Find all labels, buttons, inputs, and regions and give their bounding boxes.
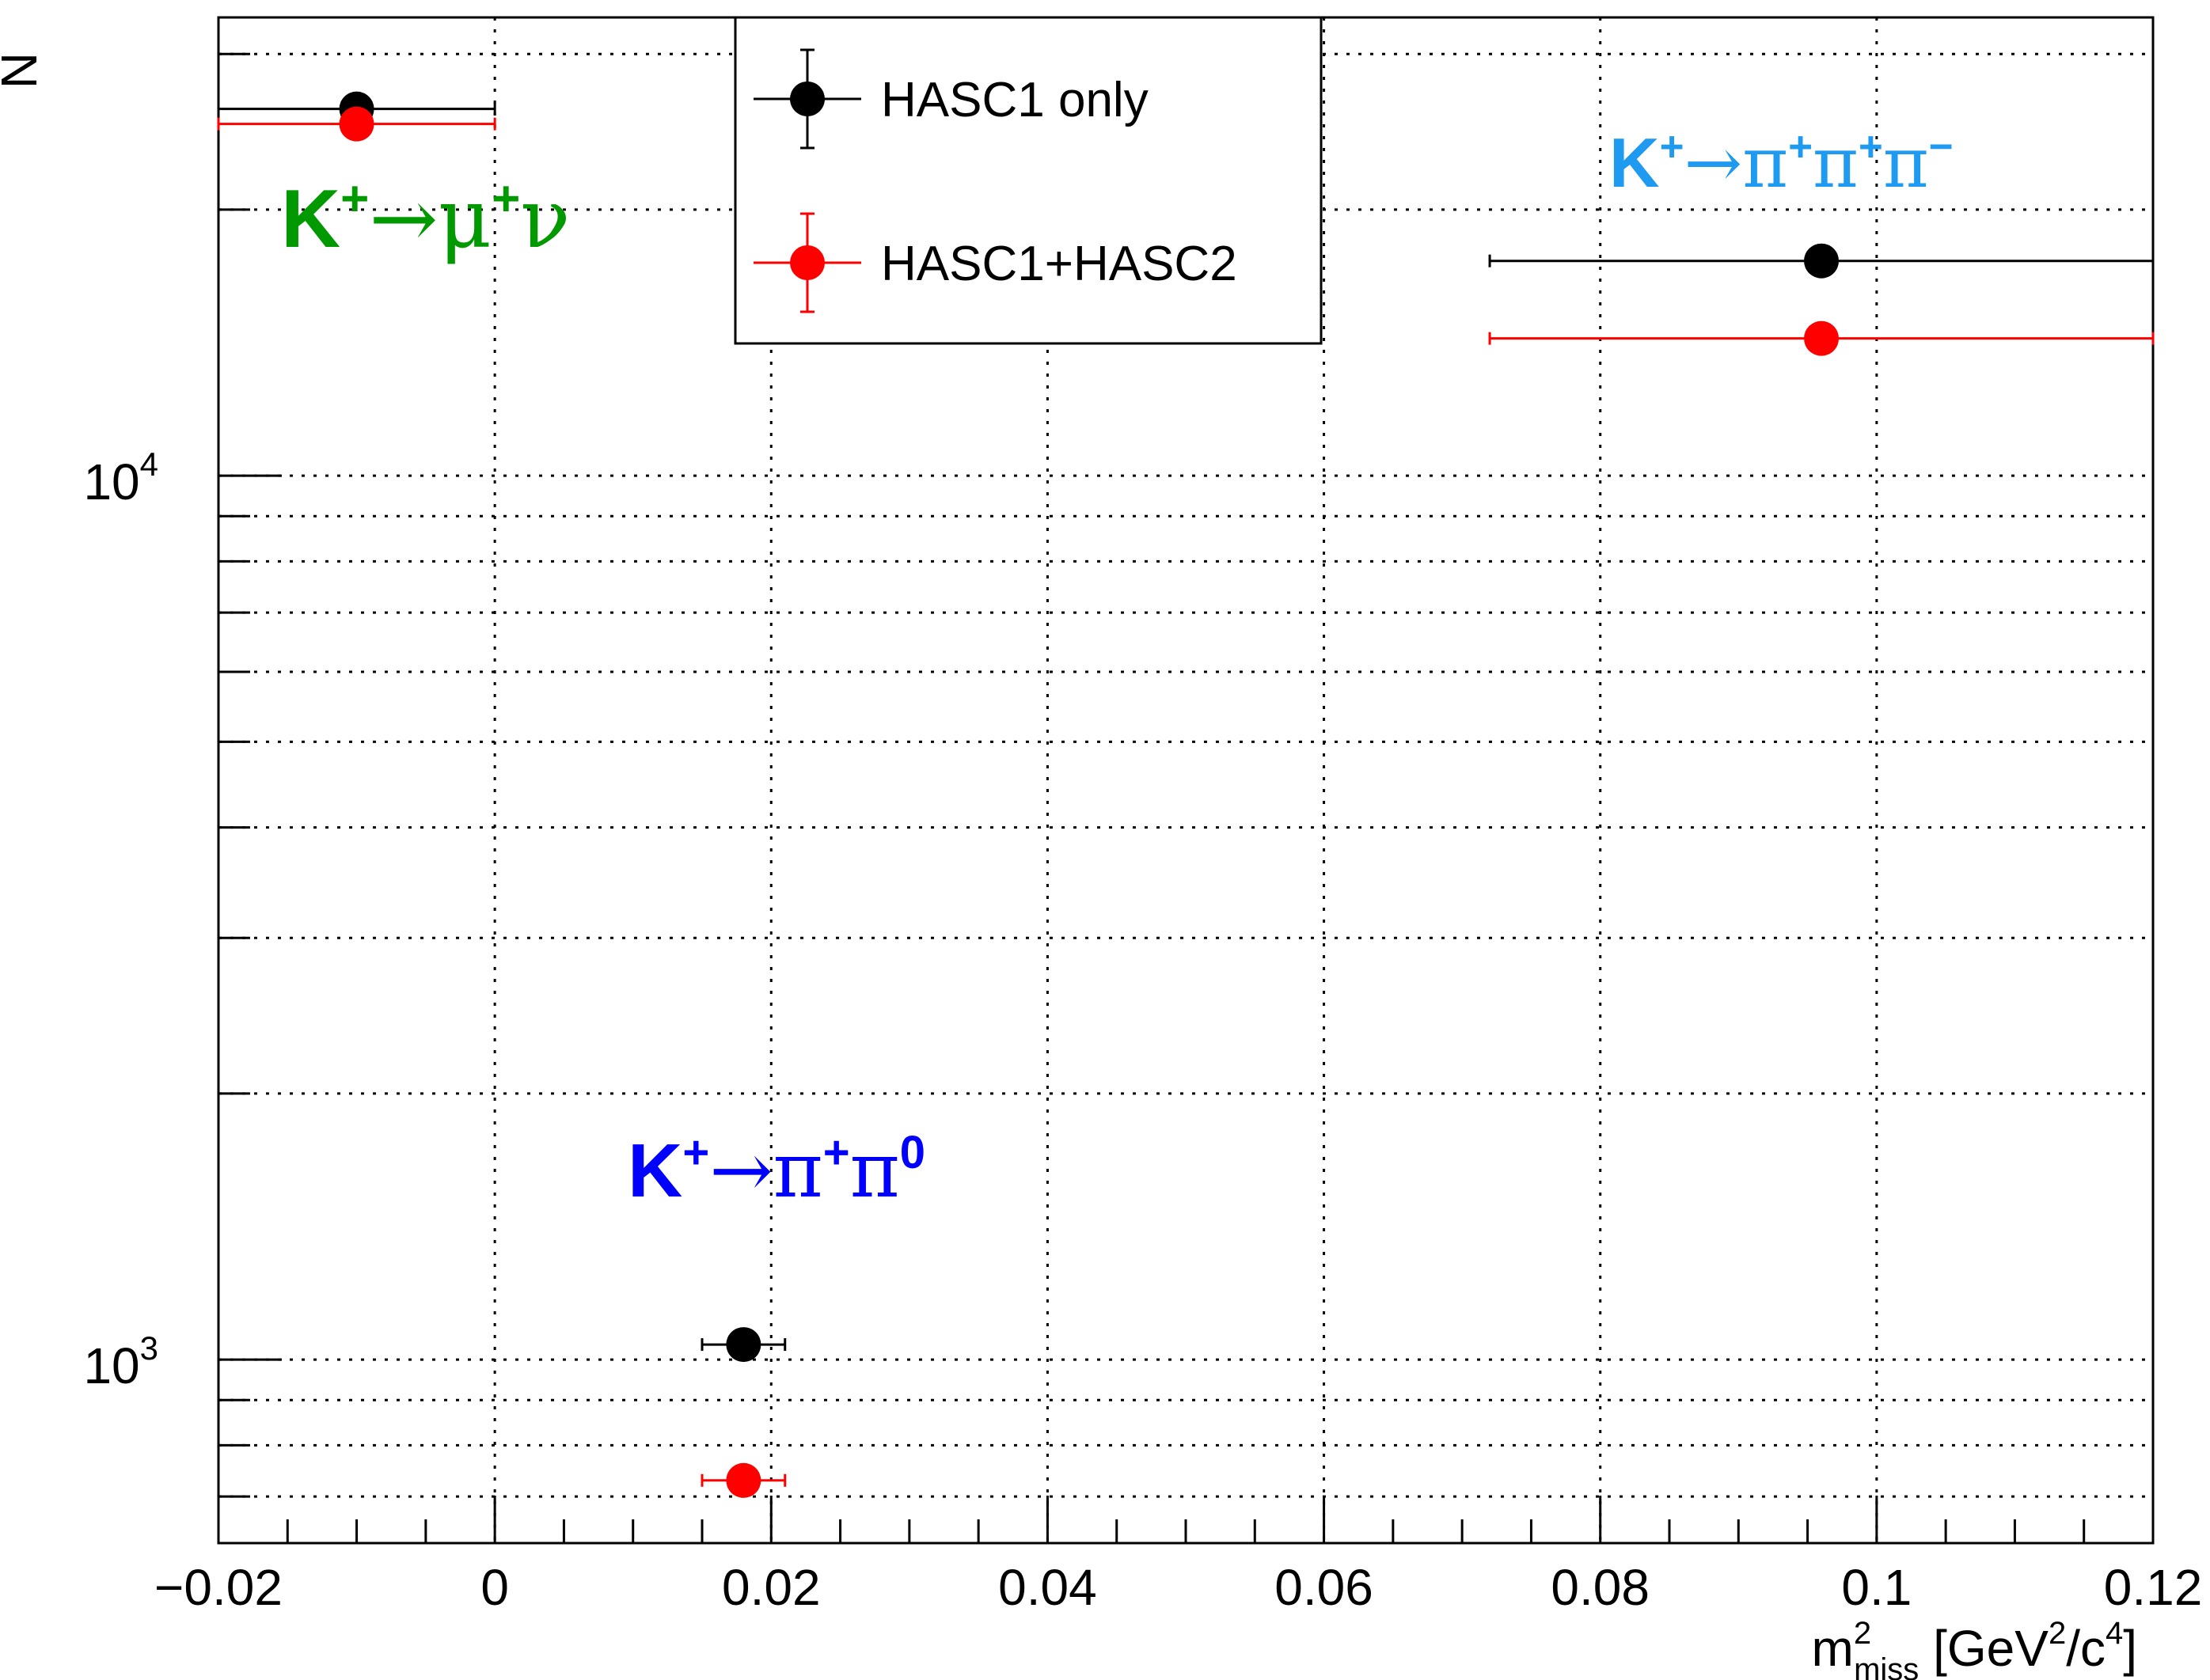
annotation-superscript: + [1788,123,1813,170]
annotation-kaon-three-pi: K+→π+π+π− [1609,122,1954,203]
annotation-superscript: + [1660,123,1684,170]
series-hasc1-hasc2 [217,106,2155,1498]
legend-entry: HASC1+HASC2 [754,212,1237,313]
x-tick-label: 0.06 [1274,1559,1373,1616]
x-axis-title-rest-mid: /c [2066,1620,2106,1677]
annotation-superscript: + [340,172,369,226]
annotation-text: π [850,1126,900,1215]
annotation-text: K [628,1128,682,1213]
annotation-text: K [1609,123,1660,202]
annotation-text: K [281,173,340,265]
axis-ticks [217,52,2155,1543]
x-axis-title-sub: miss [1854,1652,1919,1680]
x-axis-title-sup: 2 [1854,1616,1871,1651]
y-axis-title: N [0,52,47,89]
x-axis-title-base: m [1812,1620,1854,1677]
annotation-superscript: + [492,172,520,226]
annotation-superscript: + [1859,123,1883,170]
y-tick-labels: 103 104 [83,446,158,1394]
legend-marker [790,82,825,116]
data-point [1804,243,1840,279]
legend-entry: HASC1 only [754,48,1149,150]
x-tick-labels: −0.02 0 0.02 0.04 0.06 0.08 0.1 0.12 [154,1559,2202,1616]
legend-box [734,16,1323,345]
legend-label: HASC1 only [881,73,1149,127]
y-tick-label: 104 [83,446,158,510]
x-tick-label: 0.08 [1551,1559,1650,1616]
annotation-kaon-mu-nu: K+→μ+ν [281,170,571,267]
legend: HASC1 only HASC1+HASC2 [734,16,1323,345]
annotation-superscript: 0 [900,1127,925,1178]
x-axis-title-rest-pre: [GeV [1919,1620,2049,1677]
annotation-text: π [1813,122,1859,203]
x-tick-label: 0.04 [998,1559,1097,1616]
annotation-superscript: + [823,1127,850,1178]
data-point [339,106,374,142]
x-axis-title-rest-sup2: 4 [2106,1616,2123,1651]
annotation-text: →μ [369,170,492,267]
x-axis-title: m2 miss [GeV2/c4] [1812,1616,2137,1680]
annotation-superscript: + [682,1127,709,1178]
annotation-superscript: − [1929,123,1954,170]
x-axis-title-rest-sup1: 2 [2049,1616,2066,1651]
data-point [1804,320,1840,356]
grid-lines [218,17,2153,1543]
x-axis-title-rest-post: ] [2123,1620,2137,1677]
x-tick-label: 0.02 [722,1559,821,1616]
data-point [726,1462,761,1498]
x-tick-label: 0 [480,1559,509,1616]
legend-marker [790,245,825,280]
annotation-text: ν [520,170,570,267]
annotation-text: →π [709,1126,823,1215]
annotation-kaon-pi-pi0: K+→π+π0 [628,1126,925,1215]
annotation-text: →π [1684,122,1789,203]
x-tick-label: −0.02 [154,1559,283,1616]
data-point [726,1327,761,1363]
x-tick-label: 0.12 [2104,1559,2203,1616]
annotation-text: π [1883,122,1929,203]
legend-label: HASC1+HASC2 [881,237,1237,291]
x-tick-label: 0.1 [1841,1559,1912,1616]
data-points [217,91,2155,1498]
y-tick-label: 103 [83,1329,158,1394]
